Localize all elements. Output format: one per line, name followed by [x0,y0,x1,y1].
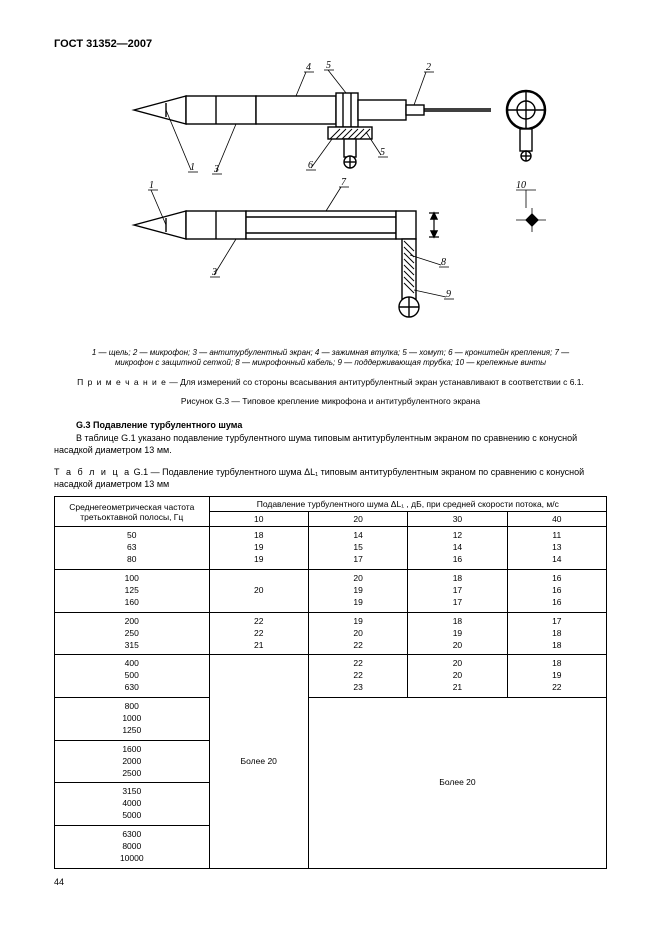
svg-text:10: 10 [516,180,526,191]
svg-text:5: 5 [326,60,331,71]
svg-text:4: 4 [306,62,311,73]
table-row: 200250315 222221 192022 181920 171818 [55,612,607,655]
svg-text:1: 1 [149,180,154,191]
figure-caption: Рисунок G.3 — Типовое крепление микрофон… [54,396,607,406]
subsection-title: G.3 Подавление турбулентного шума [76,420,607,430]
subsection-text: В таблице G.1 указано подавление турбуле… [54,432,607,456]
page-number: 44 [54,877,607,887]
figure-g3: 4 5 2 1 3 5 6 [54,60,607,340]
svg-text:5: 5 [380,147,385,158]
svg-text:6: 6 [308,160,313,171]
table-g1: Среднегеометрическая частота третьоктавн… [54,496,607,868]
table-row: 400500630 Более 20 222223 202021 181922 [55,655,607,698]
col-header-suppression: Подавление турбулентного шума ΔL₁ , дБ, … [209,497,606,512]
table-row: 100125160 20 201919 181717 161616 [55,570,607,613]
table-row: 506380 181919 141517 121416 111314 [55,527,607,570]
speed-10: 10 [209,512,308,527]
svg-text:1: 1 [190,162,195,173]
table-caption: Т а б л и ц а G.1 — Подавление турбулент… [54,466,607,490]
speed-20: 20 [308,512,407,527]
svg-text:9: 9 [446,289,451,300]
svg-text:7: 7 [341,177,347,188]
document-header: ГОСТ 31352—2007 [54,38,607,50]
speed-30: 30 [408,512,507,527]
table-row: 80010001250 Более 20 [55,698,607,741]
figure-legend: 1 — щель; 2 — микрофон; 3 — антитурбулен… [74,348,587,369]
svg-text:3: 3 [211,267,217,278]
svg-text:8: 8 [441,257,446,268]
speed-40: 40 [507,512,606,527]
col-header-freq: Среднегеометрическая частота третьоктавн… [55,497,210,527]
figure-note: П р и м е ч а н и е — Для измерений со с… [74,377,587,388]
svg-text:3: 3 [213,164,219,175]
svg-text:2: 2 [426,62,431,73]
